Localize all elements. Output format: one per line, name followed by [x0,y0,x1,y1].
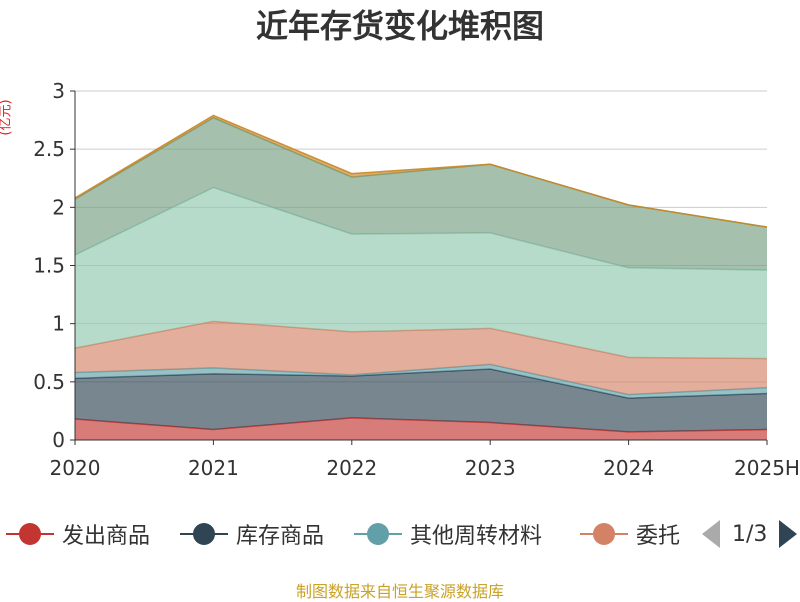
series-area-0 [75,417,767,440]
series-line-4 [74,186,768,271]
y-tick-label-6: 3 [52,79,65,103]
series-area-4 [75,187,767,359]
legend-dot-3 [593,523,615,545]
legend-label-1: 库存商品 [236,524,325,549]
legend-label-3: 委托 [636,524,681,549]
x-tick-label-2: 2022 [326,456,377,480]
legend-item-2[interactable]: 其他周转材料 [352,516,542,552]
legend-item-0[interactable]: 发出商品 [4,516,150,552]
legend-marker-2 [352,516,404,552]
legend-label-0: 发出商品 [62,524,151,549]
legend-dot-1 [193,523,215,545]
legend-label-2: 其他周转材料 [410,524,543,549]
legend-marker-0 [4,516,56,552]
y-tick-label-4: 2 [52,195,65,219]
legend-dot-0 [19,523,41,545]
legend-marker-1 [178,516,230,552]
x-tick-label-0: 2020 [50,456,101,480]
data-source-note: 制图数据来自恒生聚源数据库 [295,582,504,601]
series-line-0 [74,417,768,433]
legend-dot-2 [367,523,389,545]
legend-next-page-icon[interactable] [779,520,798,548]
legend-item-1[interactable]: 库存商品 [178,516,324,552]
y-tick-label-3: 1.5 [33,254,65,278]
series-area-1 [75,369,767,432]
x-tick-label-1: 2021 [188,456,239,480]
legend-pager: 1/3 [702,516,798,552]
series-area-5 [75,117,767,271]
x-tick-label-3: 2023 [465,456,516,480]
legend-marker-3 [578,516,630,552]
y-tick-label-1: 0.5 [33,370,65,394]
legend-item-3[interactable]: 委托 [578,516,680,552]
legend-page-indicator: 1/3 [732,521,768,547]
y-tick-label-0: 0 [52,428,65,452]
stacked-area-chart: 0 0.5 1 1.5 2 2.5 3 2020 2021 2022 2023 2024 2025H [33,79,800,480]
chart-title: 近年存货变化堆积图 [255,7,544,45]
series-area-3 [75,321,767,395]
x-tick-label-4: 2024 [603,456,654,480]
y-tick-label-2: 1 [52,312,65,336]
series-line-6 [74,114,768,228]
x-tick-label-5: 2025H [734,456,800,480]
y-tick-label-5: 2.5 [33,137,65,161]
legend-prev-page-icon[interactable] [702,520,720,548]
legend: 发出商品 库存商品 其他周转材料 委托 1/3 [0,516,800,552]
series-area-2 [75,364,767,399]
